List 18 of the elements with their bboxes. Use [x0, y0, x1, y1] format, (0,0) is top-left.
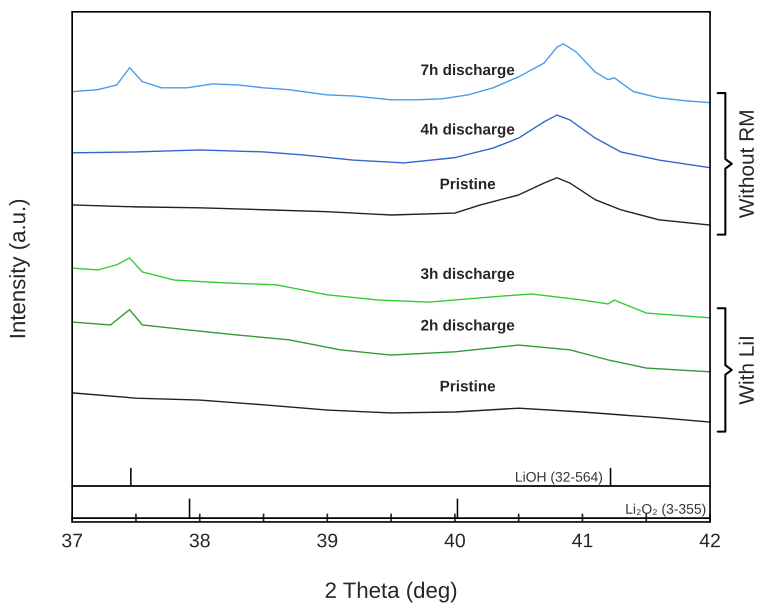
text: Without RM: [738, 111, 754, 218]
series-label: Pristine: [440, 380, 496, 392]
annotation: LiOH (32-564): [516, 472, 602, 485]
annotation: Li₂O₂ (3-355): [626, 504, 706, 517]
x-tick-label: 39: [317, 534, 338, 548]
series-label: 2h discharge: [421, 319, 514, 334]
x-tick-label: 42: [700, 534, 720, 548]
series-label: 4h discharge: [420, 123, 514, 138]
x-tick-label: 40: [444, 534, 465, 548]
x-tick-label: 37: [62, 534, 82, 548]
series-label: Pristine: [440, 178, 496, 190]
text: With LiI: [738, 337, 754, 405]
series-label: 3h discharge: [420, 268, 514, 282]
series-label: 7h discharge: [421, 64, 514, 78]
y-axis-title: Intensity (a.u.): [9, 200, 30, 338]
x-tick-label: 38: [190, 534, 210, 548]
x-axis-title: 2 Theta (deg): [326, 582, 456, 602]
x-tick-label: 41: [572, 534, 592, 548]
